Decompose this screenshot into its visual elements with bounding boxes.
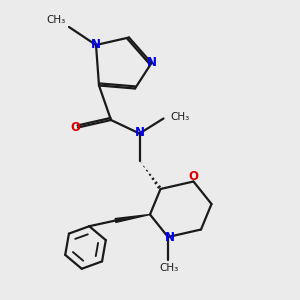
Text: CH₃: CH₃ (170, 112, 189, 122)
Text: N: N (91, 38, 101, 51)
Text: N: N (164, 231, 175, 244)
Text: CH₃: CH₃ (160, 263, 179, 273)
Text: O: O (188, 169, 199, 183)
Text: N: N (135, 125, 145, 139)
Text: O: O (70, 121, 80, 134)
Text: CH₃: CH₃ (46, 15, 65, 25)
Polygon shape (115, 214, 150, 222)
Text: N: N (147, 56, 157, 70)
